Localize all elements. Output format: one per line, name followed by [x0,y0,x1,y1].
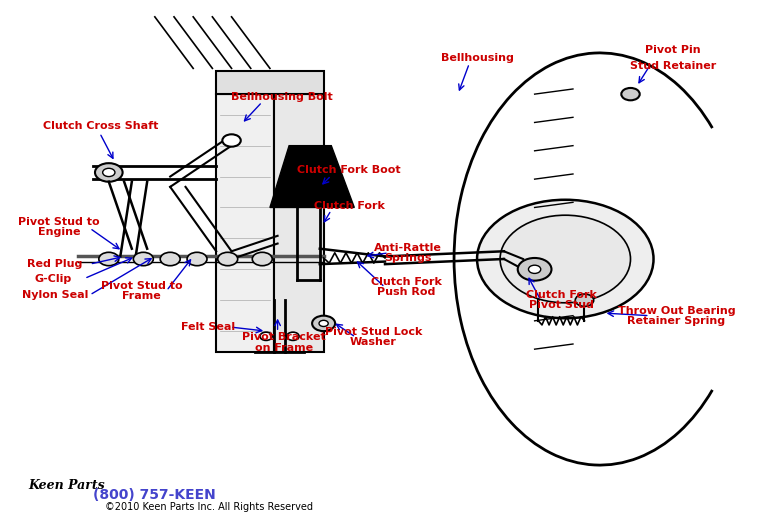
Text: Pivot Stud to: Pivot Stud to [18,217,100,227]
Text: Pivot Stud to: Pivot Stud to [101,281,182,291]
Text: on Frame: on Frame [255,342,313,353]
Circle shape [223,134,241,147]
Text: Engine: Engine [38,227,80,237]
Text: Clutch Fork: Clutch Fork [371,277,442,287]
Circle shape [286,332,299,340]
Text: Clutch Cross Shaft: Clutch Cross Shaft [43,121,159,131]
Circle shape [160,252,180,266]
Text: Red Plug: Red Plug [28,259,83,269]
Circle shape [312,315,335,331]
Circle shape [575,294,594,307]
Circle shape [99,252,119,266]
Circle shape [528,265,541,274]
Text: Felt Seal: Felt Seal [182,322,236,332]
Text: Throw Out Bearing: Throw Out Bearing [618,306,735,315]
Text: Bellhousing Bolt: Bellhousing Bolt [230,92,333,102]
FancyBboxPatch shape [274,94,323,352]
Text: Springs: Springs [384,253,432,263]
Text: Clutch Fork: Clutch Fork [526,290,597,300]
Circle shape [133,252,153,266]
Circle shape [621,88,640,100]
Text: Retainer Spring: Retainer Spring [628,316,725,326]
Text: Clutch Fork: Clutch Fork [313,202,384,211]
Text: Anti-Rattle: Anti-Rattle [374,242,442,253]
Text: Pivot Pin: Pivot Pin [645,46,701,55]
Text: Bellhousing: Bellhousing [440,53,514,63]
Text: Pivot Stud: Pivot Stud [529,300,594,310]
Circle shape [500,215,631,303]
Text: Push Rod: Push Rod [377,287,436,297]
FancyBboxPatch shape [216,94,274,352]
Text: (800) 757-KEEN: (800) 757-KEEN [93,488,216,502]
Text: Pivot Bracket: Pivot Bracket [242,333,326,342]
Text: Keen Parts: Keen Parts [28,479,105,492]
Circle shape [477,200,654,318]
Circle shape [319,320,328,326]
Text: Washer: Washer [350,337,397,348]
Circle shape [187,252,207,266]
Circle shape [102,168,115,177]
FancyBboxPatch shape [216,71,323,94]
Circle shape [253,252,273,266]
Polygon shape [270,146,354,208]
Text: Nylon Seal: Nylon Seal [22,290,89,300]
Circle shape [95,163,122,182]
Text: G-Clip: G-Clip [35,274,72,283]
Text: Pivot Stud Lock: Pivot Stud Lock [325,327,422,337]
Text: Frame: Frame [122,291,161,301]
Text: ©2010 Keen Parts Inc. All Rights Reserved: ©2010 Keen Parts Inc. All Rights Reserve… [105,502,313,512]
Circle shape [517,258,551,281]
Text: Clutch Fork Boot: Clutch Fork Boot [297,165,400,176]
Circle shape [218,252,238,266]
Circle shape [260,332,273,340]
Text: Stud Retainer: Stud Retainer [630,61,716,71]
